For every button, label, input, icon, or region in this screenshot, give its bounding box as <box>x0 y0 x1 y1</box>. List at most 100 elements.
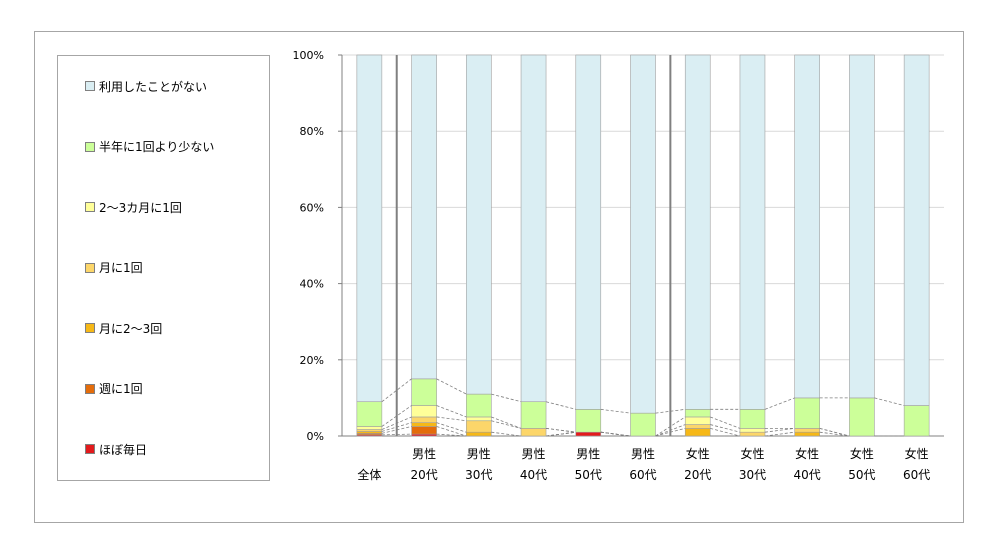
legend-label: 半年に1回より少ない <box>99 140 215 154</box>
x-tick-label: 60代 <box>629 468 656 482</box>
bar-segment <box>411 416 437 423</box>
x-tick-label: 男性 <box>412 447 436 461</box>
bar-segment <box>356 54 383 403</box>
y-tick-label: 100% <box>293 49 324 62</box>
legend-swatch <box>85 81 95 91</box>
x-tick-label: 60代 <box>903 468 930 482</box>
y-tick-label: 20% <box>300 354 324 367</box>
bar-segment <box>739 428 766 433</box>
legend-label: 2〜3カ月に1回 <box>99 200 182 215</box>
bar-segment <box>684 416 711 425</box>
x-tick-label: 男性 <box>576 447 600 461</box>
bar-segment <box>794 54 820 399</box>
y-tick-label: 40% <box>300 278 324 291</box>
bar-segment <box>684 54 711 410</box>
x-tick-label: 20代 <box>410 468 437 482</box>
series-line <box>491 420 522 429</box>
bar-segment <box>411 54 437 380</box>
legend-swatch <box>85 383 95 394</box>
series-line <box>819 431 850 437</box>
legend-label: 週に1回 <box>99 382 143 396</box>
bar-segment <box>794 428 820 433</box>
legend-label: ほぼ毎日 <box>99 442 148 457</box>
series-line <box>491 431 522 437</box>
series-line <box>436 405 467 418</box>
bar-segment <box>520 428 547 437</box>
x-tick-label: 女性 <box>795 446 819 461</box>
x-tick-label: 50代 <box>848 468 875 482</box>
bar-segment <box>466 393 492 418</box>
series-line <box>545 427 576 433</box>
series-line <box>436 378 467 395</box>
bar-segment <box>411 378 437 406</box>
bar-segment <box>466 416 492 422</box>
y-tick-label: 60% <box>300 201 324 214</box>
series-line <box>764 427 795 433</box>
bar-segment <box>466 420 492 433</box>
y-tick-label: 80% <box>300 125 324 138</box>
legend: 利用したことがない半年に1回より少ない 2〜3カ月に1回 月に1回月に2〜3回 週に1… <box>57 55 270 481</box>
series-line <box>874 397 905 406</box>
legend-swatch <box>85 323 95 333</box>
bar-segment <box>520 401 547 429</box>
bar-segment <box>739 54 766 410</box>
series-line <box>381 405 412 427</box>
bar-segment <box>630 412 656 437</box>
series-line <box>710 427 741 437</box>
legend-item: 月に2〜3回 <box>85 320 162 336</box>
bar-segment <box>411 422 437 427</box>
x-tick-label: 女性 <box>740 446 764 461</box>
x-tick-label: 50代 <box>575 468 602 482</box>
x-tick-label: 女性 <box>905 446 929 461</box>
y-tick-label: 0% <box>307 430 324 443</box>
x-tick-label: 男性 <box>467 447 491 461</box>
x-tick-label: 30代 <box>739 468 766 482</box>
series-line <box>436 416 467 422</box>
bar-segment <box>411 426 437 435</box>
series-line <box>491 416 522 429</box>
bar-segment <box>575 409 602 433</box>
series-line <box>491 393 522 403</box>
legend-swatch <box>85 141 95 152</box>
x-tick-label: 20代 <box>684 468 711 482</box>
series-line <box>764 397 795 410</box>
x-tick-label: 男性 <box>522 447 546 461</box>
bar-segment <box>739 431 766 437</box>
bar-segment <box>466 54 492 395</box>
series-line <box>600 408 631 414</box>
series-line <box>545 431 576 437</box>
bar-segment <box>794 431 820 437</box>
bar-segment <box>356 401 383 427</box>
bar-segment <box>684 428 711 437</box>
bar-segment <box>520 54 547 403</box>
series-line <box>381 378 412 403</box>
series-line <box>819 427 850 437</box>
bar-segment <box>411 405 437 418</box>
bar-segment <box>466 431 492 437</box>
series-line <box>545 401 576 410</box>
legend-item: 月に1回 <box>85 260 143 276</box>
bar-segment <box>739 409 766 429</box>
bar-segment <box>575 431 602 437</box>
bar-segment <box>575 54 602 410</box>
series-line <box>710 416 741 429</box>
legend-item: 利用したことがない <box>85 78 207 94</box>
x-tick-label: 女性 <box>686 446 710 461</box>
series-line <box>764 431 795 437</box>
series-line <box>710 424 741 433</box>
bar-segment <box>849 54 875 399</box>
legend-item: 2〜3カ月に1回 <box>85 199 182 215</box>
series-line <box>600 431 631 437</box>
legend-label: 月に1回 <box>99 261 143 275</box>
legend-label: 月に2〜3回 <box>99 321 163 336</box>
bar-segment <box>903 54 930 406</box>
series-line <box>436 422 467 433</box>
legend-item: ほぼ毎日 <box>85 441 147 457</box>
bar-segment <box>903 405 930 437</box>
x-tick-label: 全体 <box>357 467 381 482</box>
bar-segment <box>684 409 711 418</box>
bar-segment <box>684 424 711 429</box>
series-line <box>436 426 467 437</box>
x-tick-label: 30代 <box>465 468 492 482</box>
